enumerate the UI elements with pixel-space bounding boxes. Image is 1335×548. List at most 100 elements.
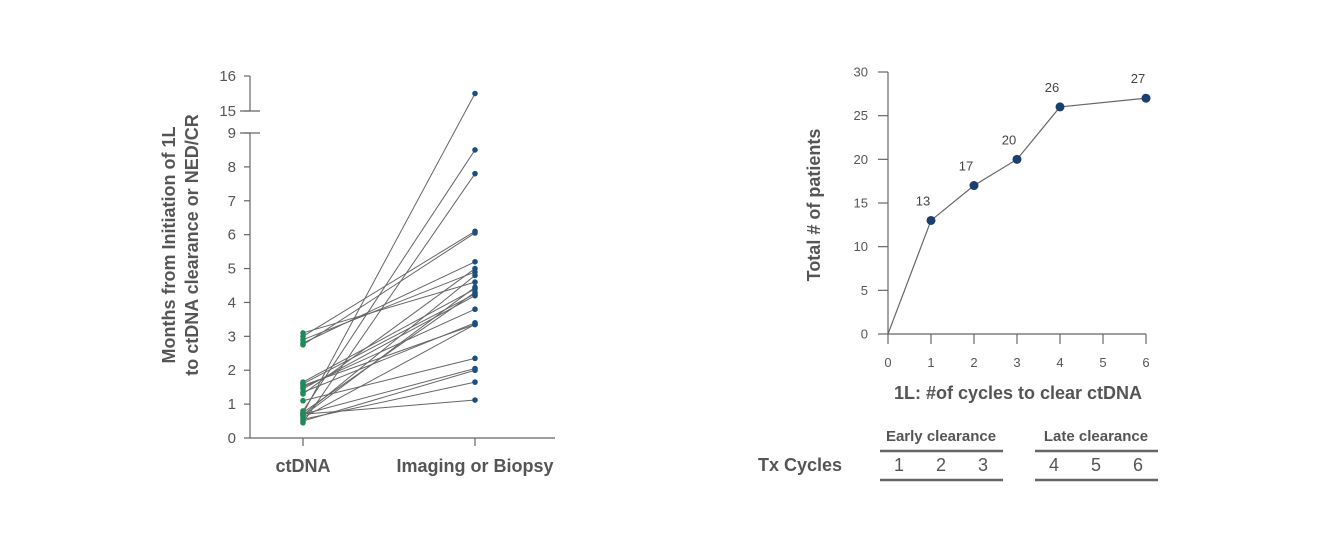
left-y-axis-title-line-2: to ctDNA clearance or NED/CR xyxy=(182,114,202,375)
tx-cycle-3: 3 xyxy=(978,455,988,475)
right-data-labels: 13 17 20 26 27 xyxy=(916,71,1145,208)
pair-line xyxy=(302,93,476,414)
tx-cycle-6: 6 xyxy=(1133,455,1143,475)
right-data-point xyxy=(1055,102,1065,112)
ctdna-dot xyxy=(300,342,306,348)
left-y-tick-label: 1 xyxy=(228,396,236,413)
imaging-dot xyxy=(472,379,478,385)
left-y-tick-label: 15 xyxy=(219,103,236,120)
left-y-tick-label: 4 xyxy=(228,294,236,311)
tx-cycle-2: 2 xyxy=(936,455,946,475)
right-data-label: 27 xyxy=(1131,71,1145,86)
tx-cycles-table: Tx Cycles Early clearance 1 2 3 Late cle… xyxy=(758,428,1158,482)
right-y-ticks: 0 5 10 15 20 25 30 xyxy=(854,65,888,342)
left-y-tick-label: 7 xyxy=(228,193,236,210)
right-x-tick-label: 5 xyxy=(1099,355,1106,370)
left-dots xyxy=(300,90,478,426)
imaging-dot xyxy=(472,279,478,285)
left-chart: Months from Initiation of 1L to ctDNA cl… xyxy=(159,68,555,476)
left-y-tick-label: 6 xyxy=(228,227,236,244)
right-y-axis-title: Total # of patients xyxy=(804,129,824,282)
right-x-axis-title: 1L: #of cycles to clear ctDNA xyxy=(894,383,1142,403)
right-series-line xyxy=(887,97,1147,335)
pair-line xyxy=(302,295,476,390)
left-y-tick-label: 8 xyxy=(228,159,236,176)
imaging-dot xyxy=(472,265,478,272)
pair-line xyxy=(302,324,476,419)
imaging-dot xyxy=(472,306,478,313)
right-x-tick-label: 4 xyxy=(1056,355,1063,370)
ctdna-dot xyxy=(300,391,306,397)
right-y-tick-label: 0 xyxy=(861,327,868,342)
pair-line xyxy=(302,230,476,337)
pair-line xyxy=(302,271,476,341)
pair-line xyxy=(302,308,476,388)
pair-line xyxy=(302,369,476,422)
left-y-ticks: 0 1 2 3 4 5 6 7 8 9 15 16 xyxy=(219,68,250,447)
pair-line xyxy=(302,357,476,402)
ctdna-dot xyxy=(300,386,306,392)
imaging-dot xyxy=(472,292,478,299)
pair-line xyxy=(302,368,476,415)
pair-line xyxy=(302,399,476,415)
right-x-tick-label: 3 xyxy=(1013,355,1020,370)
ctdna-dot xyxy=(300,419,306,426)
left-y-tick-label: 3 xyxy=(228,328,236,345)
early-clearance-label: Early clearance xyxy=(886,428,996,445)
imaging-dot xyxy=(472,90,478,97)
right-y-tick-label: 10 xyxy=(854,239,868,254)
tx-cycles-label: Tx Cycles xyxy=(758,455,842,475)
right-chart: Total # of patients 0 5 10 15 20 25 30 0 1 2 3 4 5 6… xyxy=(804,65,1151,403)
right-y-tick-label: 5 xyxy=(861,283,868,298)
imaging-dot xyxy=(472,170,478,177)
left-y-tick-label: 16 xyxy=(219,68,236,85)
pair-line xyxy=(302,173,476,424)
pair-line xyxy=(302,261,476,344)
left-y-tick-label: 0 xyxy=(228,430,236,447)
right-y-tick-label: 15 xyxy=(854,196,868,211)
left-pair-lines xyxy=(302,93,476,424)
right-x-tick-label: 0 xyxy=(884,355,891,370)
pair-line xyxy=(302,381,476,420)
imaging-dot xyxy=(472,367,478,374)
right-x-tick-label: 1 xyxy=(927,355,934,370)
right-y-tick-label: 30 xyxy=(854,65,868,80)
left-x-category-ctdna: ctDNA xyxy=(275,456,330,476)
ctdna-dot xyxy=(300,412,306,418)
pair-line xyxy=(302,232,476,346)
left-y-tick-label: 2 xyxy=(228,362,236,379)
imaging-dot xyxy=(472,397,478,403)
right-x-tick-label: 2 xyxy=(970,355,977,370)
imaging-dot xyxy=(472,230,478,236)
right-x-ticks: 0 1 2 3 4 5 6 xyxy=(884,334,1150,370)
right-data-label: 13 xyxy=(916,193,930,208)
left-y-axis-title-line-1: Months from Initiation of 1L xyxy=(159,127,179,364)
right-data-point xyxy=(1141,93,1151,103)
imaging-dot xyxy=(472,147,478,153)
pair-line xyxy=(302,324,476,386)
imaging-dot xyxy=(472,272,478,279)
right-data-label: 20 xyxy=(1002,132,1016,147)
pair-line xyxy=(302,274,476,416)
pair-line xyxy=(302,281,476,334)
imaging-dot xyxy=(472,355,478,362)
right-data-point xyxy=(926,215,936,225)
left-y-tick-label: 9 xyxy=(228,125,236,142)
pair-line xyxy=(302,291,476,413)
pair-line xyxy=(302,286,476,417)
ctdna-dot xyxy=(300,397,306,404)
tx-cycle-5: 5 xyxy=(1091,455,1101,475)
right-data-point xyxy=(1012,154,1022,164)
imaging-dot xyxy=(472,284,478,290)
right-data-point xyxy=(969,181,979,191)
imaging-dot xyxy=(472,258,478,265)
late-clearance-label: Late clearance xyxy=(1044,428,1148,445)
left-y-tick-label: 5 xyxy=(228,261,236,278)
pair-line xyxy=(302,149,476,412)
right-markers xyxy=(926,93,1151,225)
tx-cycle-4: 4 xyxy=(1049,455,1059,475)
right-data-label: 26 xyxy=(1045,80,1059,95)
left-x-category-imaging: Imaging or Biopsy xyxy=(396,456,553,476)
right-y-tick-label: 20 xyxy=(854,152,868,167)
